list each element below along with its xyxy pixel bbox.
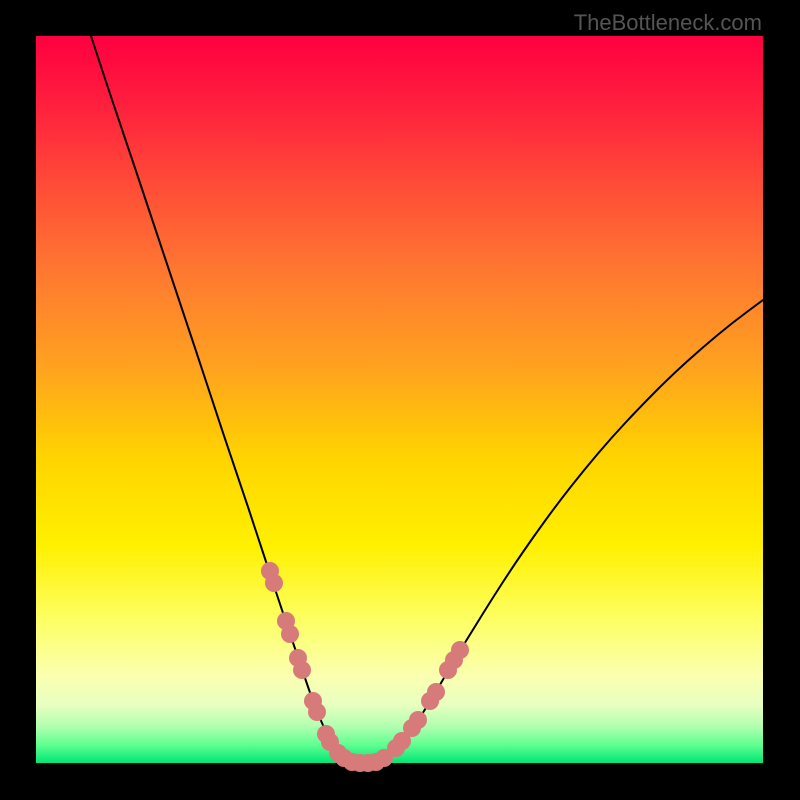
curve-layer [36, 36, 763, 763]
curve-dots [261, 562, 469, 772]
curve-dot [281, 625, 299, 643]
curve-dot [293, 661, 311, 679]
bottleneck-curve [91, 36, 763, 763]
curve-dot [427, 683, 445, 701]
curve-dot [308, 703, 326, 721]
curve-dot [451, 641, 469, 659]
curve-dot [265, 574, 283, 592]
plot-area [36, 36, 763, 763]
watermark-text: TheBottleneck.com [574, 10, 762, 36]
curve-dot [409, 711, 427, 729]
